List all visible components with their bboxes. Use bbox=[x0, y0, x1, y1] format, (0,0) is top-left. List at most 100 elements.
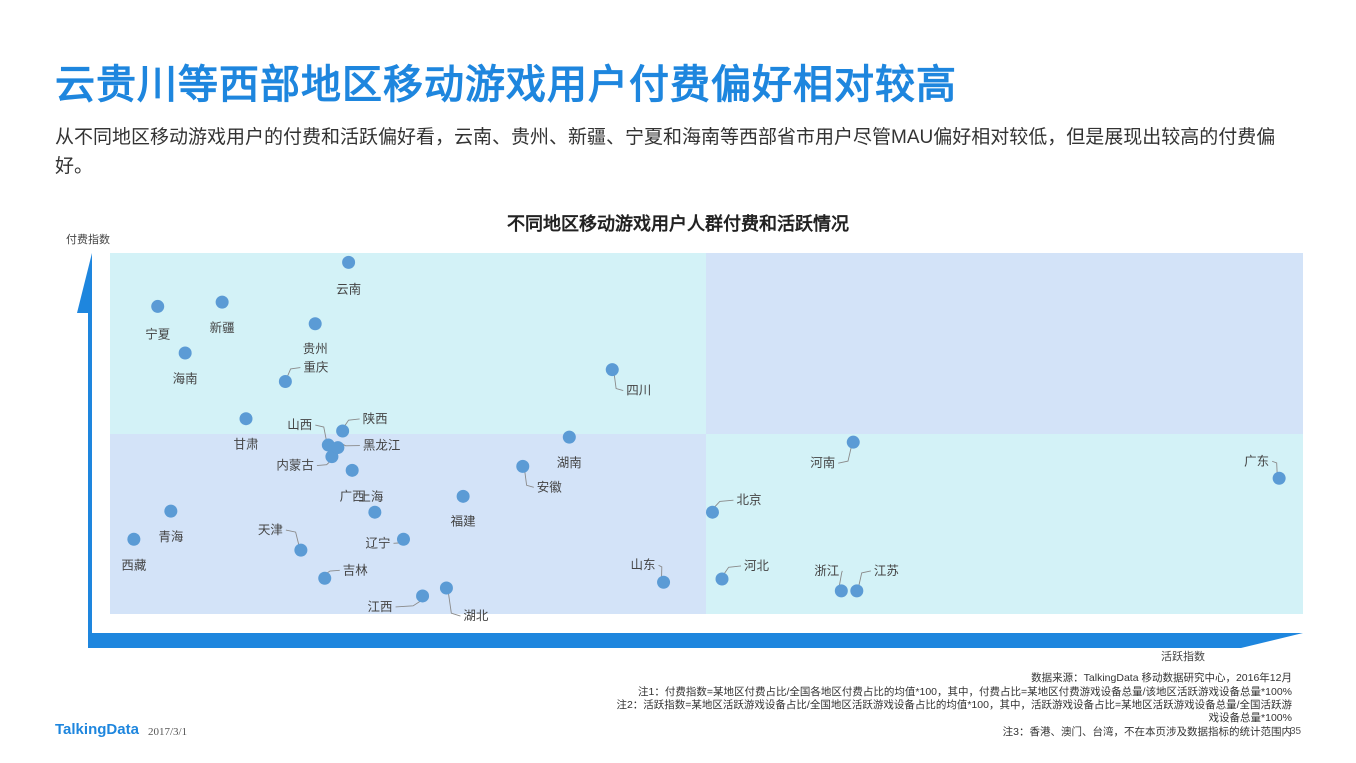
quadrant-top-left bbox=[110, 253, 706, 434]
leader-line-河北 bbox=[723, 565, 742, 575]
point-青海 bbox=[164, 504, 178, 518]
chart-title: 不同地区移动游戏用户人群付费和活跃情况 bbox=[507, 213, 849, 234]
point-福建 bbox=[456, 489, 470, 503]
point-label-河北: 河北 bbox=[744, 559, 770, 573]
leader-line-浙江 bbox=[838, 570, 843, 586]
point-河南 bbox=[846, 435, 860, 449]
point-湖北 bbox=[439, 581, 453, 595]
point-label-吉林: 吉林 bbox=[343, 563, 369, 577]
y-axis-arrow bbox=[77, 253, 92, 638]
point-label-广西: 广西 bbox=[340, 489, 365, 503]
point-label-贵州: 贵州 bbox=[303, 342, 328, 356]
point-label-新疆: 新疆 bbox=[210, 320, 235, 335]
point-湖南 bbox=[562, 430, 576, 444]
leader-line-北京 bbox=[714, 499, 734, 508]
leader-line-重庆 bbox=[286, 367, 301, 377]
point-label-浙江: 浙江 bbox=[814, 563, 839, 578]
point-河北 bbox=[715, 572, 729, 586]
point-label-甘肃: 甘肃 bbox=[233, 438, 258, 452]
leader-line-江苏 bbox=[858, 570, 871, 586]
point-label-云南: 云南 bbox=[336, 281, 361, 296]
point-label-黑龙江: 黑龙江 bbox=[363, 439, 401, 453]
point-label-陕西: 陕西 bbox=[363, 411, 388, 426]
point-陕西 bbox=[336, 424, 350, 438]
x-axis-label: 活跃指数 bbox=[1161, 649, 1205, 663]
point-山东 bbox=[657, 575, 671, 589]
footnote-1: 注1：付费指数=某地区付费占比/全国各地区付费占比的均值*100，其中，付费占比… bbox=[638, 686, 1292, 698]
data-points bbox=[127, 255, 1286, 603]
leader-line-山西 bbox=[315, 424, 327, 441]
point-海南 bbox=[178, 346, 192, 360]
leader-line-河南 bbox=[838, 447, 852, 464]
point-label-内蒙古: 内蒙古 bbox=[276, 458, 314, 473]
point-四川 bbox=[605, 363, 619, 377]
point-西藏 bbox=[127, 532, 141, 546]
footnote-2-line-1: 注2：活跃指数=某地区活跃游戏设备占比/全国地区活跃游戏设备占比的均值*100，… bbox=[616, 699, 1292, 711]
point-重庆 bbox=[278, 375, 292, 389]
point-label-福建: 福建 bbox=[451, 513, 477, 528]
point-label-上海: 上海 bbox=[358, 489, 384, 504]
point-label-青海: 青海 bbox=[158, 529, 184, 544]
point-label-河南: 河南 bbox=[810, 455, 835, 470]
leader-line-陕西 bbox=[344, 418, 360, 427]
leader-line-湖北 bbox=[447, 592, 461, 617]
point-黑龙江 bbox=[331, 441, 345, 455]
point-label-辽宁: 辽宁 bbox=[365, 535, 390, 550]
point-label-山西: 山西 bbox=[287, 418, 312, 432]
point-label-天津: 天津 bbox=[258, 523, 283, 537]
leader-line-内蒙古 bbox=[316, 461, 331, 467]
point-label-四川: 四川 bbox=[626, 384, 651, 398]
point-浙江 bbox=[834, 584, 848, 598]
x-axis-arrow bbox=[88, 633, 1303, 648]
leader-line-四川 bbox=[613, 374, 624, 392]
leader-line-安徽 bbox=[524, 471, 534, 488]
report-date: 2017/3/1 bbox=[148, 726, 188, 738]
point-label-湖南: 湖南 bbox=[557, 455, 582, 470]
point-label-江苏: 江苏 bbox=[874, 563, 899, 578]
point-label-北京: 北京 bbox=[736, 493, 761, 507]
point-江西 bbox=[416, 589, 430, 603]
point-广西 bbox=[345, 463, 359, 477]
point-江苏 bbox=[850, 584, 864, 598]
page-title: 云贵川等西部地区移动游戏用户付费偏好相对较高 bbox=[55, 63, 957, 107]
point-广东 bbox=[1272, 471, 1286, 485]
footnote-2-line-2: 戏设备总量*100% bbox=[1208, 712, 1292, 724]
leader-line-广东 bbox=[1271, 460, 1278, 474]
point-吉林 bbox=[318, 571, 332, 585]
y-axis-label: 付费指数 bbox=[66, 232, 110, 246]
point-宁夏 bbox=[151, 299, 165, 313]
axes bbox=[77, 253, 1303, 648]
data-source: 数据来源：TalkingData 移动数据研究中心，2016年12月 bbox=[1031, 672, 1292, 684]
point-label-广东: 广东 bbox=[1244, 454, 1269, 468]
quadrants bbox=[110, 253, 1303, 614]
point-安徽 bbox=[516, 459, 530, 473]
point-辽宁 bbox=[396, 532, 410, 546]
quadrant-bottom-right bbox=[706, 434, 1303, 614]
point-新疆 bbox=[215, 295, 229, 309]
point-label-西藏: 西藏 bbox=[121, 558, 147, 572]
point-北京 bbox=[705, 505, 719, 519]
point-贵州 bbox=[308, 317, 322, 331]
leader-line-江西 bbox=[395, 600, 421, 608]
quadrant-top-right bbox=[706, 253, 1303, 434]
page-number: 35 bbox=[1290, 726, 1302, 737]
quadrant-bottom-left bbox=[110, 434, 706, 614]
point-label-江西: 江西 bbox=[368, 600, 393, 614]
point-甘肃 bbox=[239, 412, 253, 426]
point-label-山东: 山东 bbox=[631, 558, 656, 572]
leader-line-山东 bbox=[658, 564, 663, 578]
point-上海 bbox=[368, 505, 382, 519]
page-subtitle: 从不同地区移动游戏用户的付费和活跃偏好看，云南、贵州、新疆、宁夏和海南等西部省市… bbox=[55, 127, 1276, 177]
point-云南 bbox=[342, 255, 356, 269]
point-label-重庆: 重庆 bbox=[303, 360, 329, 375]
point-label-湖北: 湖北 bbox=[463, 608, 489, 623]
point-天津 bbox=[294, 543, 308, 557]
point-label-宁夏: 宁夏 bbox=[145, 326, 171, 341]
leader-line-天津 bbox=[285, 529, 300, 546]
point-label-安徽: 安徽 bbox=[537, 479, 563, 494]
point-label-海南: 海南 bbox=[173, 371, 198, 386]
footnote-3: 注3：香港、澳门、台湾，不在本页涉及数据指标的统计范围内 bbox=[1002, 726, 1292, 738]
talkingdata-logo: TalkingData bbox=[55, 721, 139, 738]
